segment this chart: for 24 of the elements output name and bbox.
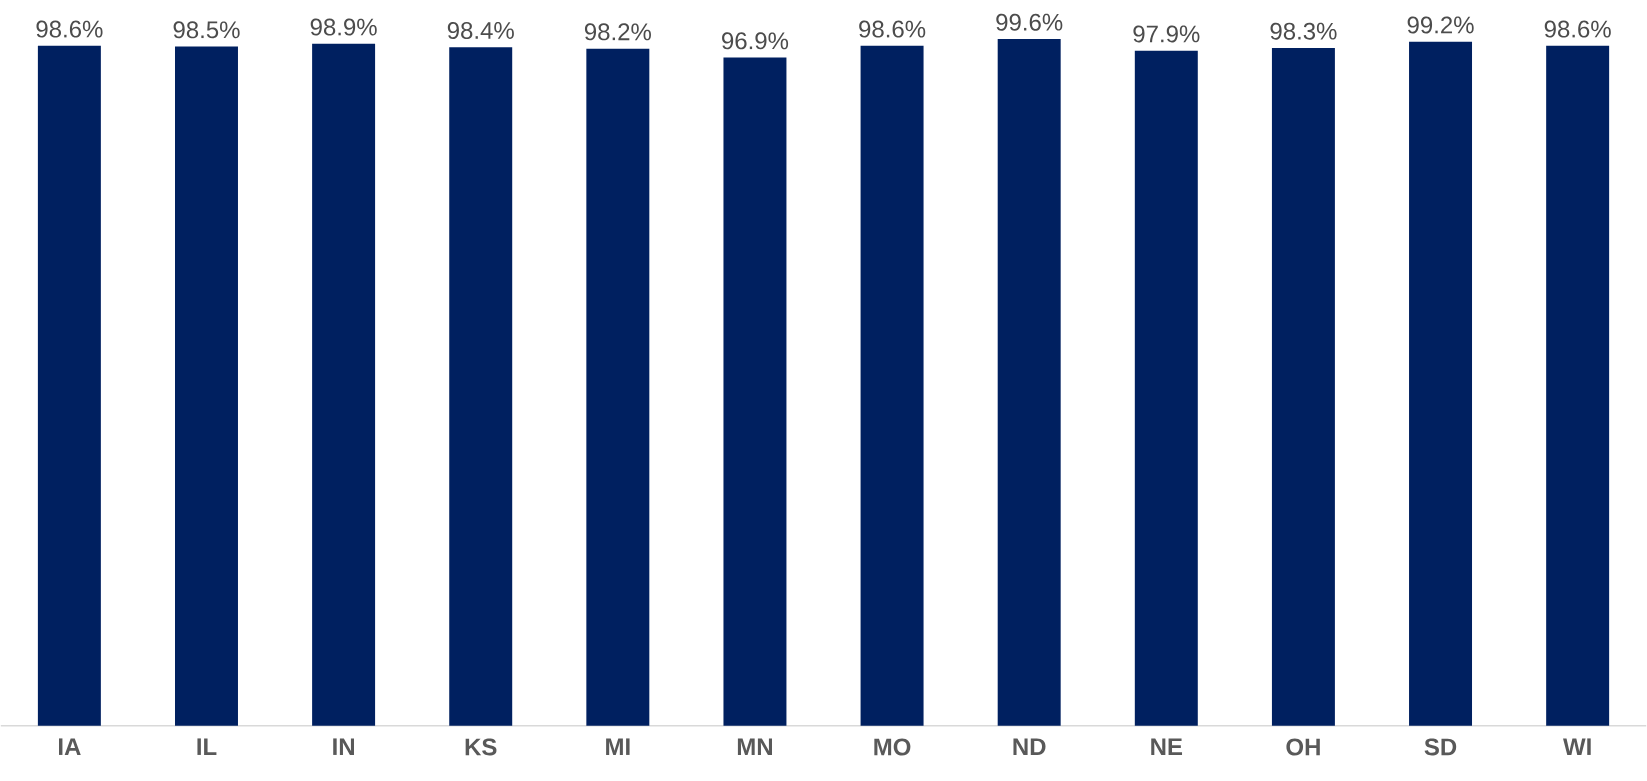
x-tick-label: IA: [58, 738, 81, 756]
x-tick-label: ND: [1013, 738, 1046, 756]
x-tick-label: IL: [197, 738, 217, 756]
x-tick-label: KS: [465, 738, 497, 756]
x-tick-label: MI: [606, 738, 630, 756]
data-label: 98.6%: [1544, 20, 1611, 38]
x-tick-label: MO: [874, 738, 911, 756]
data-label: 96.9%: [722, 32, 789, 50]
data-label: 97.9%: [1133, 25, 1200, 43]
data-label: 98.5%: [173, 21, 240, 39]
x-tick-label: SD: [1424, 738, 1457, 756]
data-label: 99.6%: [996, 13, 1063, 31]
x-tick-label: WI: [1563, 738, 1591, 756]
x-tick-label: IN: [333, 738, 354, 756]
x-tick-label: OH: [1286, 738, 1320, 756]
data-label: 98.6%: [859, 20, 926, 38]
data-label: 98.2%: [584, 23, 651, 41]
x-tick-label: MN: [737, 738, 772, 756]
data-label: 98.6%: [36, 20, 103, 38]
data-label: 98.9%: [310, 18, 377, 36]
data-label: 98.4%: [447, 22, 514, 40]
x-tick-label: NE: [1151, 738, 1183, 756]
data-label: 99.2%: [1407, 16, 1474, 34]
data-label: 98.3%: [1270, 22, 1337, 40]
